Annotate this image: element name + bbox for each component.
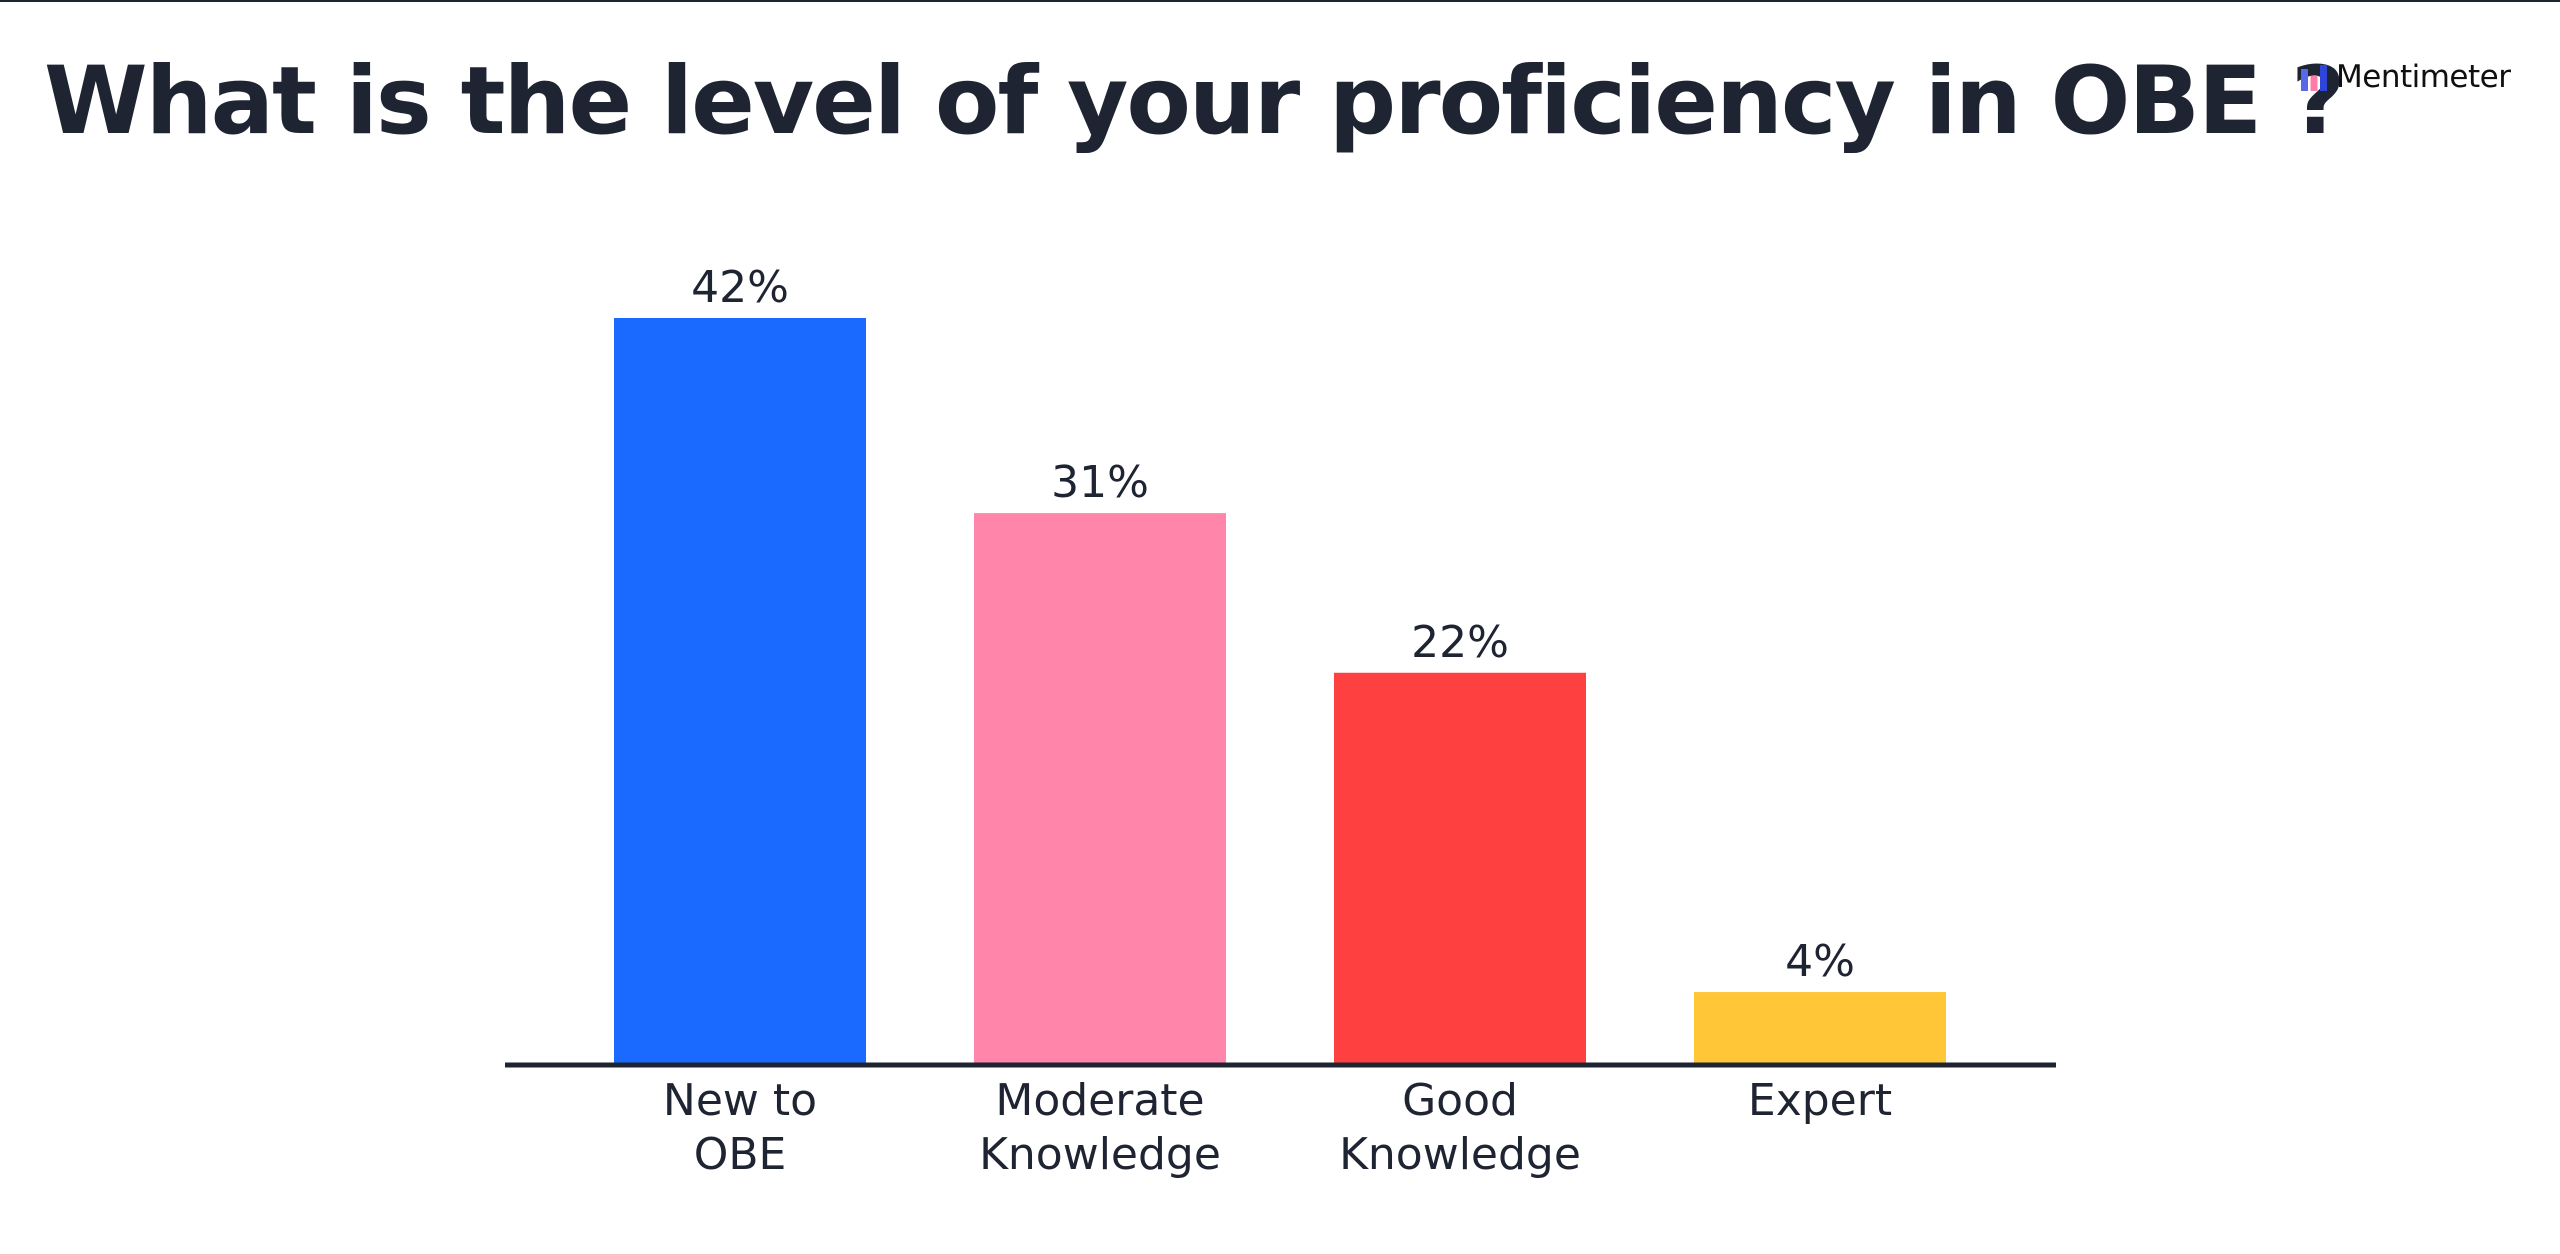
brand-name: Mentimeter [2336, 59, 2511, 95]
value-label-4: 4% [1785, 936, 1855, 987]
bar-1 [614, 318, 866, 1063]
value-label-2: 31% [1051, 457, 1149, 508]
category-label-1-line-1: New to [663, 1075, 817, 1126]
category-label-4-line-1: Expert [1748, 1075, 1892, 1126]
category-label-3-line-1: Good [1402, 1075, 1518, 1126]
brand-logo: Mentimeter [2300, 57, 2511, 97]
top-border [0, 0, 2560, 2]
mentimeter-bars-icon [2301, 65, 2327, 91]
value-label-3: 22% [1411, 617, 1509, 668]
category-label-3-line-2: Knowledge [1339, 1129, 1581, 1180]
category-label-2-line-2: Knowledge [979, 1129, 1221, 1180]
page-title: What is the level of your proficiency in… [44, 47, 2345, 156]
bar-3 [1334, 672, 1586, 1063]
value-label-1: 42% [691, 262, 789, 313]
bar-4 [1694, 992, 1946, 1063]
bar-2 [974, 513, 1226, 1063]
category-label-2-line-1: Moderate [995, 1075, 1204, 1126]
category-label-1-line-2: OBE [694, 1129, 787, 1180]
